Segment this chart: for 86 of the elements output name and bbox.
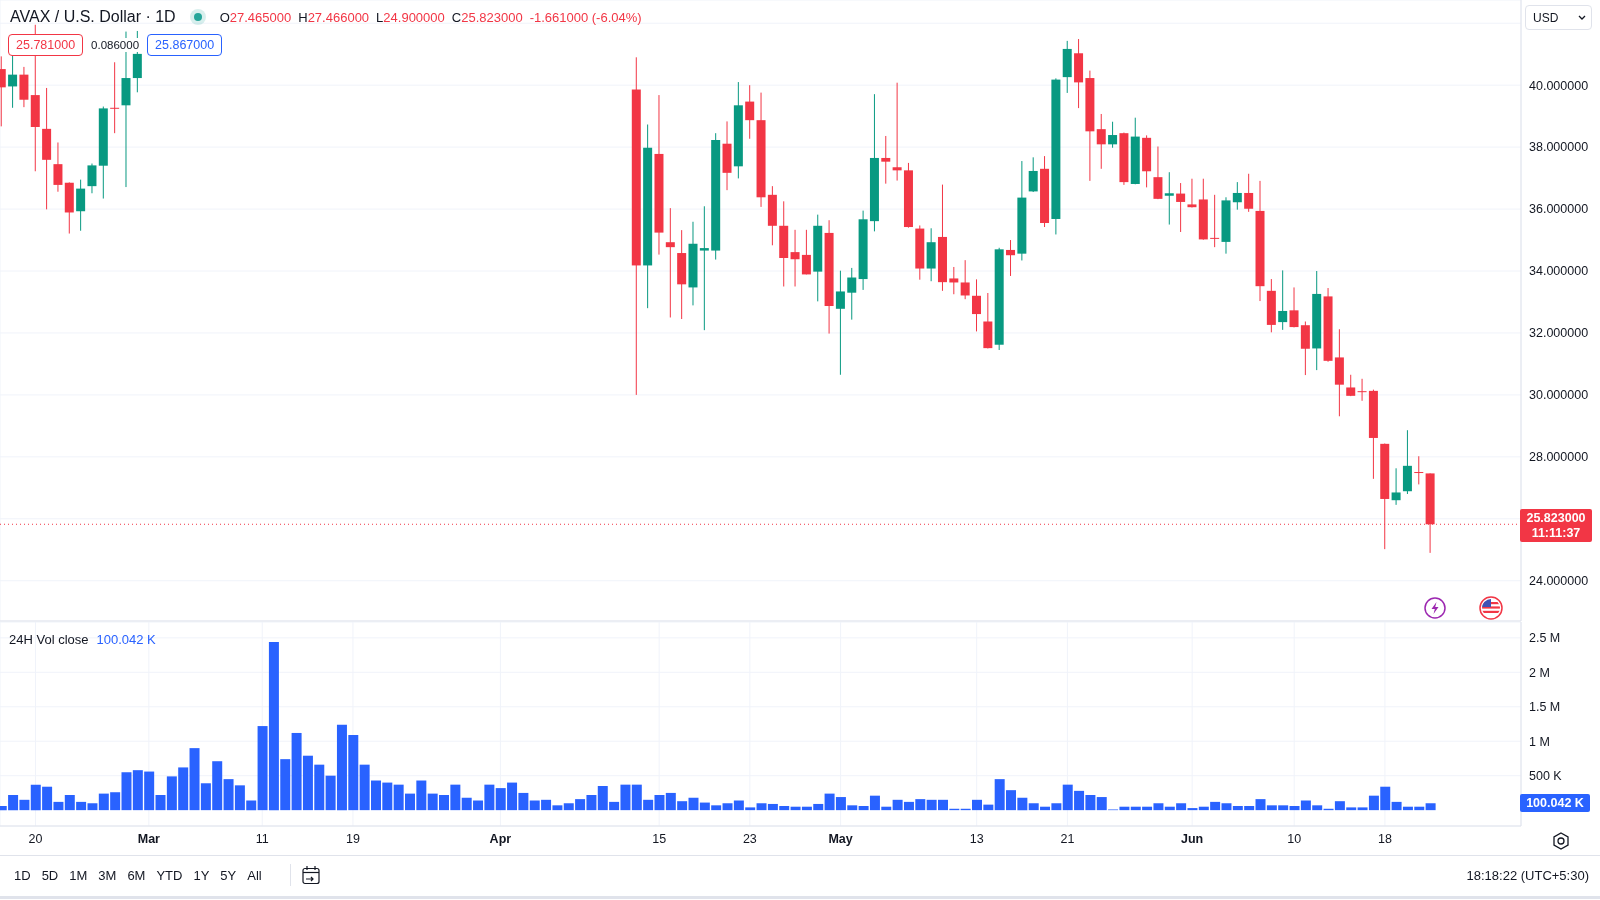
- annotation: -1.661000 (-6.04%): [529, 9, 642, 25]
- y-tick-label: 36.000000: [1529, 202, 1589, 217]
- y-tick-label: 38.000000: [1529, 140, 1589, 155]
- candlestick: [1153, 146, 1163, 200]
- annotation: 100.042 K: [96, 631, 156, 647]
- x-tick-label: 21: [1060, 831, 1075, 846]
- candlestick: [1244, 173, 1254, 213]
- y-tick-label: 28.000000: [1529, 450, 1589, 465]
- annotation: 0.086000: [89, 38, 142, 52]
- text: 3M: [98, 867, 117, 883]
- x-tick-label: 13: [969, 831, 984, 846]
- candlestick: [801, 229, 811, 275]
- ask-price-box: 25.867000: [147, 34, 223, 56]
- y-tick-label: 1 M: [1529, 734, 1550, 749]
- candlestick: [745, 84, 755, 140]
- x-tick-label: Apr: [489, 831, 512, 846]
- candlestick: [76, 179, 86, 232]
- candlestick: [835, 270, 845, 376]
- candlestick: [8, 54, 18, 109]
- y-tick-label: 24.000000: [1529, 574, 1589, 589]
- candlestick: [847, 267, 857, 321]
- text: 5Y: [220, 867, 237, 883]
- y-tick-label: 2.5 M: [1529, 631, 1561, 646]
- last-price-tag: 25.823000 11:11:37: [1520, 509, 1592, 543]
- candlestick: [1164, 171, 1174, 226]
- x-tick-label: 20: [28, 831, 43, 846]
- x-tick-label: Jun: [1181, 831, 1204, 846]
- x-tick-label: 18: [1377, 831, 1392, 846]
- text: YTD: [156, 867, 183, 883]
- candlestick: [1108, 121, 1118, 149]
- candlestick: [665, 207, 675, 318]
- candlestick: [110, 61, 120, 134]
- x-tick-label: 11: [255, 831, 269, 846]
- candlestick: [1006, 239, 1016, 277]
- candlestick: [87, 163, 97, 194]
- text: 1Y: [193, 867, 210, 883]
- x-tick-label: May: [828, 831, 853, 846]
- candlestick: [972, 278, 981, 332]
- text: 18:18:22 (UTC+5:30): [1466, 866, 1589, 885]
- y-tick-label: 30.000000: [1529, 388, 1589, 403]
- y-tick-label: 34.000000: [1529, 264, 1589, 279]
- candlestick: [1232, 181, 1242, 211]
- y-tick-label: 40.000000: [1529, 78, 1589, 93]
- y-tick-label: 2 M: [1529, 665, 1550, 680]
- candlestick: [1278, 269, 1288, 331]
- text: 5D: [41, 867, 59, 883]
- candlestick: [1391, 467, 1401, 506]
- currency-select: USD: [1525, 5, 1592, 30]
- text: All: [247, 867, 262, 883]
- candlestick: [1028, 156, 1038, 193]
- annotation: L24.900000: [376, 9, 445, 25]
- candlestick: [1096, 113, 1106, 170]
- candlestick: [892, 82, 902, 182]
- candlestick: [960, 259, 970, 300]
- candlestick: [949, 266, 959, 295]
- text: AVAX / U.S. Dollar · 1D: [10, 8, 176, 26]
- text: 24H Vol close: [9, 631, 89, 647]
- x-tick-label: 19: [346, 831, 360, 846]
- x-tick-label: 15: [652, 831, 667, 846]
- text: 1M: [69, 867, 88, 883]
- x-tick-label: 10: [1287, 831, 1302, 846]
- annotation: O27.465000: [219, 9, 292, 25]
- text: 6M: [127, 867, 146, 883]
- bar: [1425, 803, 1436, 811]
- x-tick-label: 23: [742, 831, 757, 846]
- candlestick: [1414, 455, 1424, 485]
- candlestick: [1187, 178, 1197, 209]
- candlestick: [1357, 378, 1367, 402]
- y-tick-label: 1.5 M: [1529, 700, 1561, 715]
- candlestick: [1300, 321, 1310, 376]
- bid-price-box: 25.781000: [8, 34, 84, 56]
- annotation: C25.823000: [451, 9, 523, 25]
- x-tick-label: Mar: [137, 831, 161, 846]
- candlestick: [1210, 194, 1220, 248]
- y-tick-label: 500 K: [1529, 769, 1563, 784]
- candlestick: [881, 135, 891, 185]
- volume-tag: 100.042 K: [1520, 794, 1590, 813]
- annotation: H27.466000: [298, 9, 370, 25]
- candlestick: [790, 229, 800, 287]
- candlestick: [1176, 182, 1186, 233]
- text: 1D: [14, 867, 31, 883]
- candlestick: [53, 141, 63, 193]
- ref-line-label: 25.823000: [1526, 510, 1586, 526]
- candlestick: [699, 205, 709, 331]
- candlestick: [1289, 286, 1299, 328]
- y-tick-label: 32.000000: [1529, 326, 1589, 341]
